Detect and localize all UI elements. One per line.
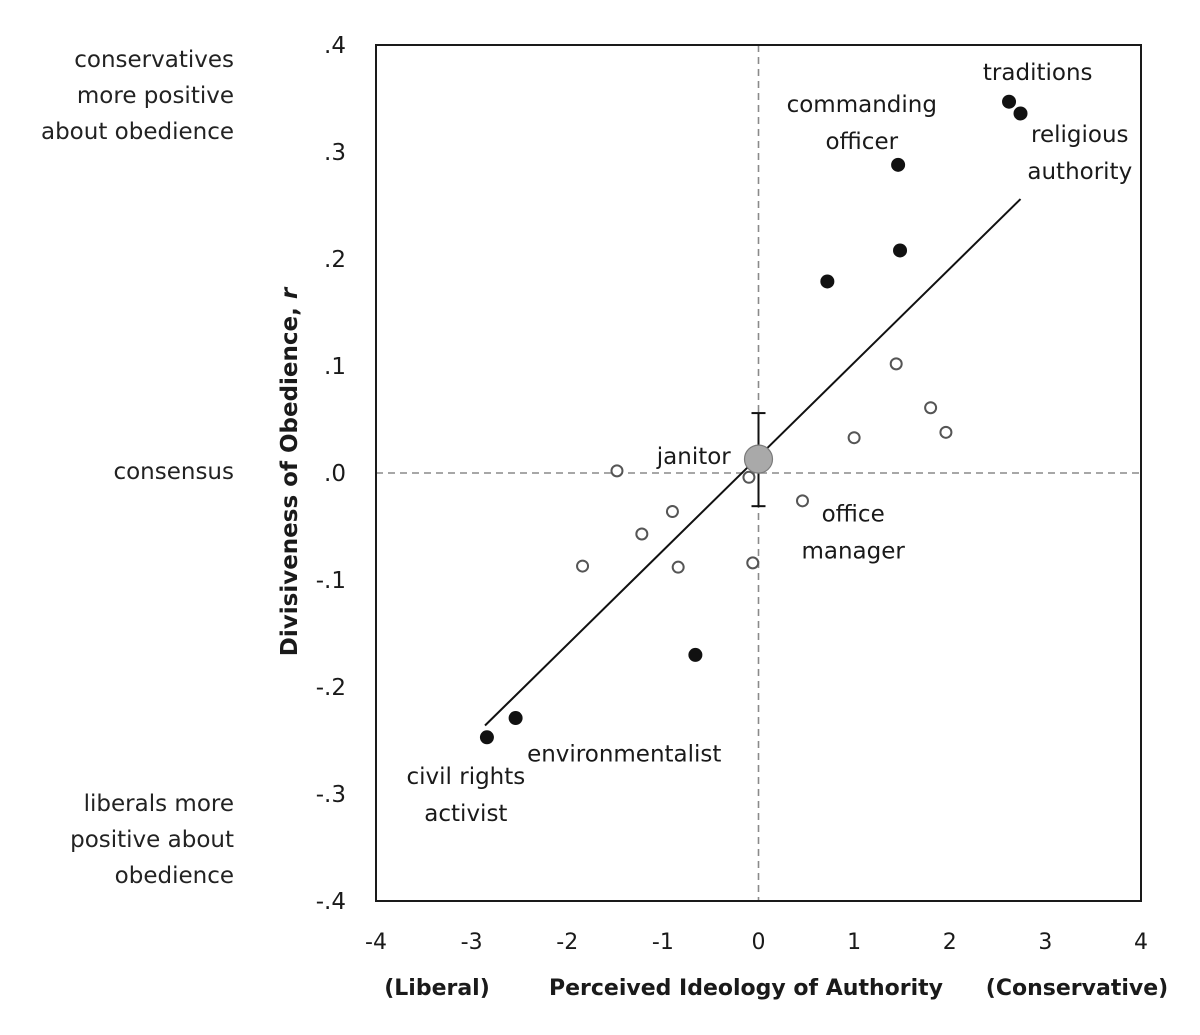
reference-lines bbox=[376, 45, 1141, 901]
open-data-point bbox=[635, 527, 649, 541]
y-axis-title-text: Divisiveness of Obedience, bbox=[277, 299, 303, 656]
point-annotation: authority bbox=[1027, 159, 1132, 185]
open-data-point bbox=[746, 556, 760, 570]
open-data-point bbox=[889, 357, 903, 371]
y-tick-label: -.2 bbox=[316, 675, 346, 701]
x-tick-label: -4 bbox=[365, 930, 387, 955]
point-annotation: religious bbox=[1031, 122, 1129, 148]
x-tick-label: -3 bbox=[461, 930, 483, 955]
side-label-line: obedience bbox=[114, 863, 234, 889]
open-data-point bbox=[939, 425, 953, 439]
x-tick-label: 3 bbox=[1038, 930, 1052, 955]
x-axis-title: Perceived Ideology of Authority bbox=[549, 976, 943, 1001]
point-annotation: janitor bbox=[656, 444, 732, 470]
filled-data-point bbox=[688, 647, 703, 662]
x-tick-label: 1 bbox=[847, 930, 861, 955]
point-annotation: environmentalist bbox=[527, 741, 721, 767]
side-label-line: about obedience bbox=[40, 119, 234, 145]
side-label-line: liberals more bbox=[83, 791, 234, 817]
open-data-point bbox=[847, 431, 861, 445]
y-tick-label: -.1 bbox=[316, 568, 346, 594]
x-tick-label: 4 bbox=[1134, 930, 1148, 955]
x-axis-conservative-label: (Conservative) bbox=[986, 976, 1168, 1001]
open-data-point bbox=[795, 494, 809, 508]
point-annotation: office bbox=[822, 502, 885, 528]
side-label-line: conservatives bbox=[74, 47, 234, 73]
filled-data-point bbox=[479, 730, 494, 745]
centroid-point bbox=[743, 444, 774, 474]
x-axis-ticks: -4 -3 -2 -1 0 1 2 3 4 bbox=[365, 930, 1148, 955]
point-annotation: manager bbox=[801, 539, 905, 565]
centroid-group bbox=[743, 412, 774, 508]
y-tick-label: .0 bbox=[324, 461, 346, 487]
point-annotation: commanding bbox=[787, 92, 937, 118]
y-tick-label: -.3 bbox=[316, 782, 346, 808]
x-tick-label: -2 bbox=[556, 930, 578, 955]
side-label-liberals: liberals more positive about obedience bbox=[70, 786, 234, 894]
x-tick-label: 0 bbox=[752, 930, 766, 955]
x-tick-label: -1 bbox=[652, 930, 674, 955]
y-tick-label: .2 bbox=[324, 247, 346, 273]
side-label-line: consensus bbox=[113, 459, 234, 485]
filled-data-point bbox=[1002, 94, 1017, 109]
plot-frame bbox=[375, 44, 1142, 902]
side-label-line: positive about bbox=[70, 827, 234, 853]
open-data-point bbox=[742, 470, 756, 484]
point-annotation: traditions bbox=[983, 60, 1093, 86]
open-data-point bbox=[924, 401, 938, 415]
x-tick-label: 2 bbox=[943, 930, 957, 955]
filled-points bbox=[479, 94, 1028, 745]
point-annotations: traditions commanding officer religious auth… bbox=[407, 60, 1133, 827]
y-tick-label: .3 bbox=[324, 140, 346, 166]
x-axis-liberal-label: (Liberal) bbox=[384, 976, 490, 1001]
y-tick-label: .1 bbox=[324, 354, 346, 380]
filled-data-point bbox=[1013, 106, 1028, 121]
y-tick-label: .4 bbox=[324, 33, 346, 59]
filled-data-point bbox=[820, 274, 835, 289]
y-axis-ticks: .4 .3 .2 .1 .0 -.1 -.2 -.3 -.4 bbox=[316, 33, 346, 915]
open-data-point bbox=[610, 464, 624, 478]
filled-data-point bbox=[508, 711, 523, 726]
side-label-conservatives: conservatives more positive about obedie… bbox=[41, 42, 234, 150]
filled-data-point bbox=[893, 243, 908, 258]
y-axis-title: Divisiveness of Obedience, r bbox=[277, 286, 303, 656]
filled-data-point bbox=[891, 157, 906, 172]
side-label-consensus: consensus bbox=[113, 454, 234, 490]
open-points bbox=[576, 357, 953, 574]
point-annotation: civil rights bbox=[407, 764, 526, 790]
open-data-point bbox=[671, 560, 685, 574]
y-tick-label: -.4 bbox=[316, 889, 346, 915]
side-label-line: more positive bbox=[76, 83, 234, 109]
point-annotation: officer bbox=[825, 129, 898, 155]
open-data-point bbox=[576, 559, 590, 573]
point-annotation: activist bbox=[424, 801, 507, 827]
open-data-point bbox=[665, 505, 679, 519]
y-axis-title-variable: r bbox=[277, 286, 303, 299]
